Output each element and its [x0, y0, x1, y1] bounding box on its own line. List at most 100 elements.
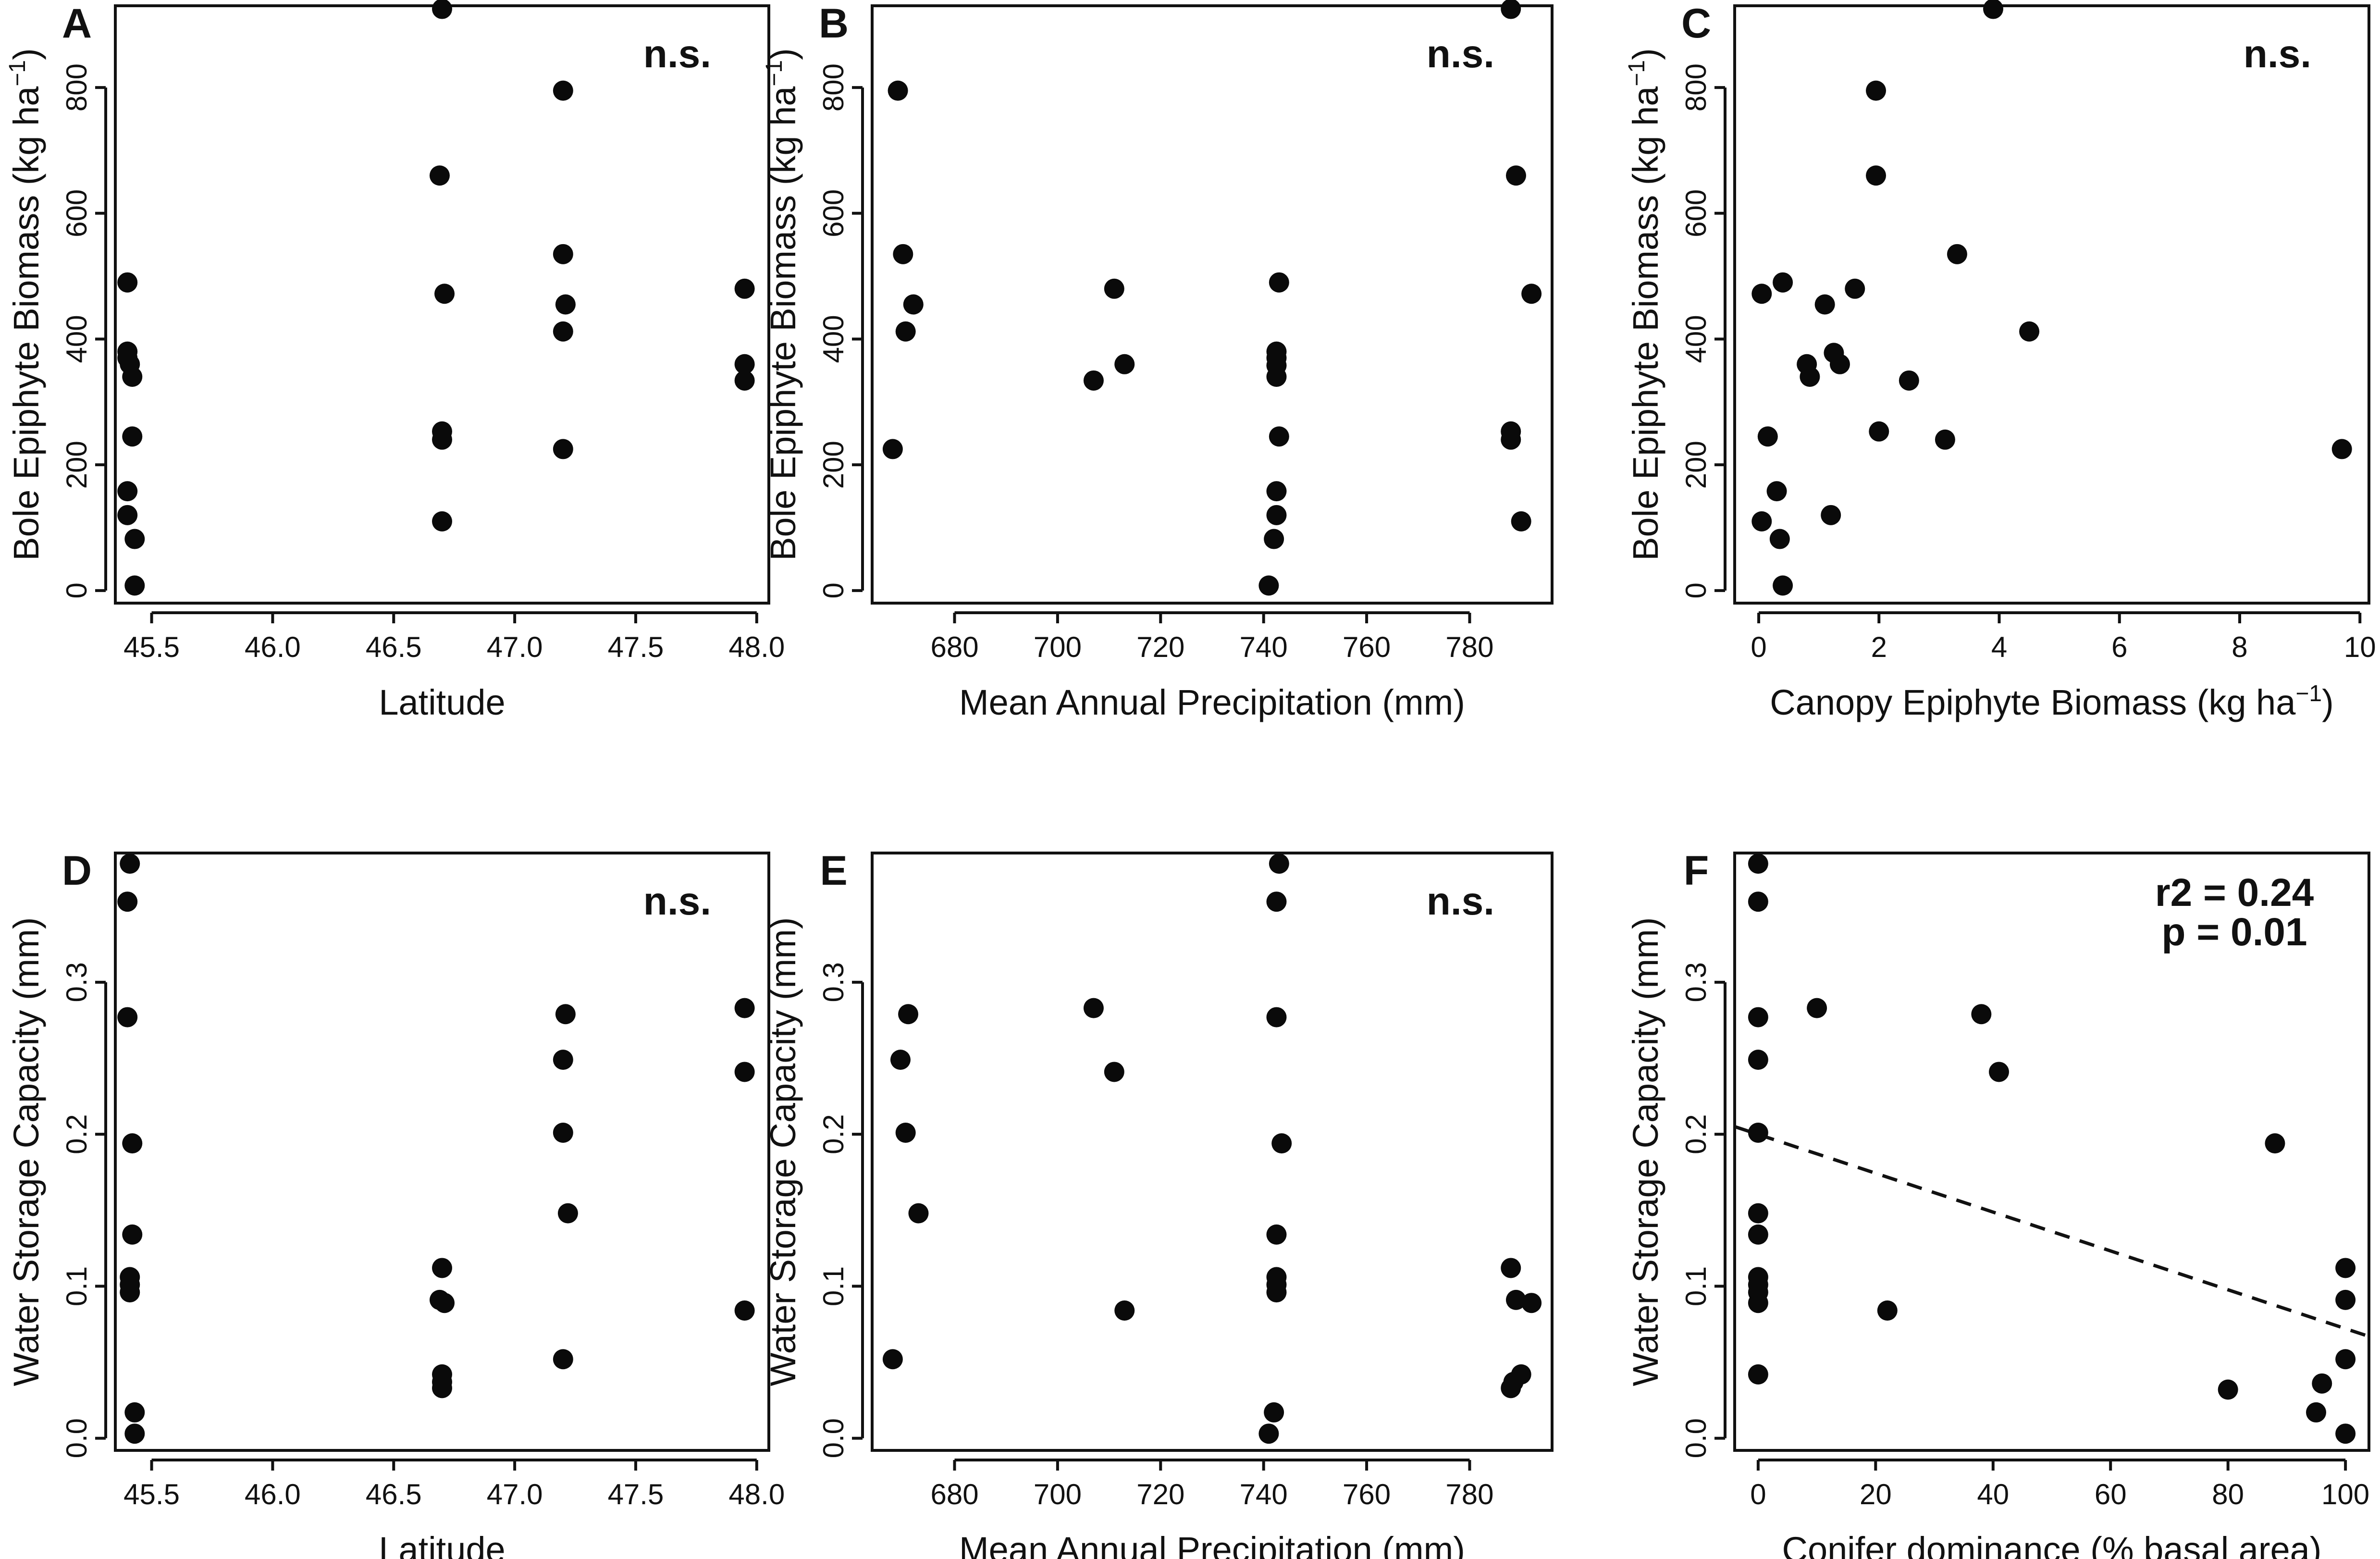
y-axis-label: Water Storage Capacity (mm): [6, 917, 46, 1386]
data-point: [555, 294, 576, 315]
x-tick-label: 46.0: [245, 631, 301, 663]
data-point: [908, 1203, 929, 1224]
data-point: [1845, 278, 1865, 299]
plot-frame: [1733, 852, 2370, 1452]
y-tick-label: 0.0: [1680, 1418, 1712, 1458]
data-point: [1501, 429, 1521, 450]
y-tick-label: 0: [817, 582, 850, 598]
data-point: [2335, 1423, 2356, 1444]
axis-label-part: Bole Epiphyte Biomass (kg ha: [6, 86, 46, 561]
data-point: [1501, 1378, 1521, 1398]
x-tick-label: 740: [1240, 1478, 1288, 1510]
data-point: [553, 1122, 573, 1143]
x-tick-label: 48.0: [728, 631, 785, 663]
data-point: [1104, 1062, 1124, 1082]
x-tick-label: 0: [1750, 1478, 1766, 1510]
y-tick-label: 0.3: [61, 962, 93, 1002]
plot-frame: [114, 852, 770, 1452]
data-point: [1751, 284, 1772, 304]
data-point: [2335, 1289, 2356, 1310]
data-point: [1521, 284, 1542, 304]
panel-F: 0 20 40 60 80 100 0.0 0.1 0.2 0.3 Conifer dominanc…: [1626, 848, 2370, 1559]
data-point: [122, 366, 143, 387]
y-tick-label: 200: [1680, 441, 1712, 489]
y-tick-label: 600: [817, 189, 850, 237]
axis-label-part: Bole Epiphyte Biomass (kg ha: [1626, 86, 1665, 561]
y-tick-label: 0.0: [817, 1418, 850, 1458]
data-point: [1266, 1224, 1287, 1245]
data-points: [1748, 854, 2356, 1444]
data-point: [1748, 1007, 1768, 1027]
data-point: [2218, 1379, 2238, 1400]
data-points: [117, 0, 755, 596]
x-tick-label: 45.5: [123, 631, 180, 663]
x-tick-label: 47.5: [608, 1478, 664, 1510]
x-tick-label: 0: [1751, 631, 1766, 663]
data-point: [124, 529, 145, 549]
y-tick-label: 400: [61, 315, 93, 363]
data-point: [1769, 529, 1790, 549]
data-point: [1866, 80, 1887, 101]
data-point: [1748, 1203, 1768, 1224]
x-tick-label: 680: [930, 1478, 978, 1510]
data-point: [117, 481, 138, 502]
data-point: [1505, 1289, 1526, 1310]
data-point: [124, 1423, 145, 1444]
data-point: [432, 0, 452, 19]
data-point: [120, 854, 140, 874]
data-point: [122, 426, 143, 447]
data-point: [555, 1004, 576, 1025]
data-point: [2019, 321, 2040, 342]
x-tick-label: 740: [1240, 631, 1288, 663]
y-axis-label: Bole Epiphyte Biomass (kg ha−1): [5, 48, 46, 561]
data-point: [888, 80, 908, 101]
x-tick-label: 760: [1343, 631, 1391, 663]
data-point: [117, 1007, 138, 1027]
y-axis: 0.0 0.1 0.2 0.3: [817, 962, 864, 1458]
x-tick-label: 10: [2344, 631, 2376, 663]
y-tick-label: 0.2: [1680, 1114, 1712, 1154]
x-tick-label: 700: [1034, 631, 1082, 663]
x-axis: 680 700 720 740 760 780: [930, 1459, 1494, 1510]
panel-letter: D: [62, 848, 92, 894]
y-axis: 0.0 0.1 0.2 0.3: [1680, 962, 1726, 1458]
panel-letter: E: [820, 848, 847, 894]
data-point: [124, 575, 145, 596]
y-tick-label: 400: [1680, 315, 1712, 363]
p-value-label: p = 0.01: [2161, 910, 2307, 954]
data-point: [1800, 366, 1820, 387]
y-axis-label: Bole Epiphyte Biomass (kg ha−1): [1624, 48, 1665, 561]
data-point: [898, 1004, 919, 1025]
data-point: [553, 1050, 573, 1070]
data-point: [734, 1062, 755, 1082]
x-axis: 45.5 46.0 46.5 47.0 47.5 48.0: [123, 1459, 785, 1510]
x-tick-label: 40: [1977, 1478, 2009, 1510]
y-tick-label: 400: [817, 315, 850, 363]
data-point: [1114, 1300, 1135, 1321]
x-tick-label: 680: [930, 631, 978, 663]
data-point: [1501, 0, 1521, 19]
y-tick-label: 600: [1680, 189, 1712, 237]
data-point: [1266, 1282, 1287, 1303]
data-point: [882, 1349, 903, 1370]
y-tick-label: 0.1: [1680, 1266, 1712, 1306]
panel-E: 680 700 720 740 760 780 0.0 0.1 0.2 0.3 Mean Annua…: [763, 848, 1554, 1559]
data-point: [734, 370, 755, 391]
data-point: [553, 244, 573, 264]
y-axis-label: Bole Epiphyte Biomass (kg ha−1): [762, 48, 803, 561]
data-point: [434, 284, 455, 304]
data-point: [122, 1224, 143, 1245]
y-tick-label: 0.3: [817, 962, 850, 1002]
x-axis-label: Conifer dominance (% basal area): [1782, 1530, 2322, 1559]
x-tick-label: 46.0: [245, 1478, 301, 1510]
y-axis-label: Water Storage Capacity (mm): [763, 917, 803, 1386]
x-tick-label: 45.5: [123, 1478, 180, 1510]
data-point: [1773, 272, 1793, 293]
x-tick-label: 2: [1871, 631, 1887, 663]
data-point: [1757, 426, 1778, 447]
panel-letter: C: [1681, 0, 1711, 47]
data-point: [1748, 1293, 1768, 1313]
data-point: [734, 278, 755, 299]
axis-label-part: −1: [762, 60, 787, 87]
